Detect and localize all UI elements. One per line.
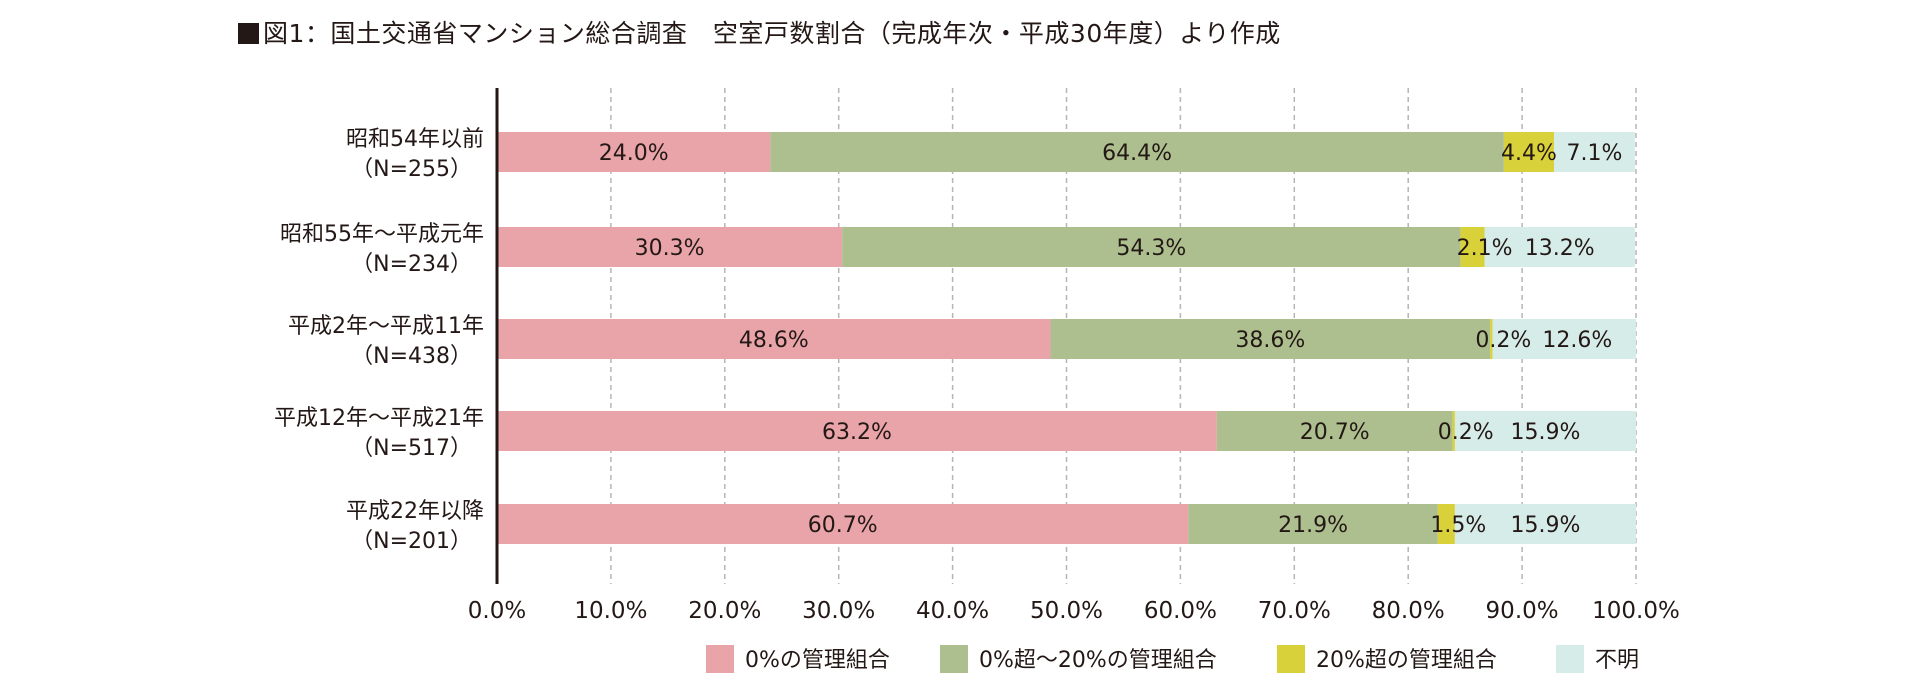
- chart-title-text: 図1：国土交通省マンション総合調査 空室戸数割合（完成年次・平成30年度）より作…: [263, 19, 1281, 48]
- bar-segment: [1454, 504, 1636, 544]
- legend-swatch: [940, 645, 968, 673]
- x-tick-label: 0.0%: [468, 598, 526, 624]
- legend-swatch: [1277, 645, 1305, 673]
- bar-segment: [497, 319, 1051, 359]
- bar-segment: [1452, 411, 1455, 451]
- x-tick-label: 90.0%: [1486, 598, 1559, 624]
- bar-segment: [1484, 227, 1635, 267]
- data-label: 0.2%: [1438, 420, 1494, 445]
- category-label: 昭和55年～平成元年: [280, 222, 484, 247]
- chart-title: 図1：国土交通省マンション総合調査 空室戸数割合（完成年次・平成30年度）より作…: [238, 14, 1281, 50]
- labels: 0.0% 10.0% 20.0% 30.0% 40.0% 50.0% 60.0% 70.0% 8…: [274, 127, 1680, 624]
- data-label: 30.3%: [635, 236, 705, 261]
- legend-entry: 0%超～20%の管理組合: [979, 648, 1217, 673]
- x-tick-label: 40.0%: [916, 598, 989, 624]
- legend: 0%の管理組合 0%超～20%の管理組合 20%超の管理組合 不明: [706, 645, 1639, 673]
- bar-segment: [497, 227, 843, 267]
- data-label: 7.1%: [1566, 141, 1622, 166]
- legend-entry: 0%の管理組合: [745, 648, 890, 673]
- title-square-icon: [238, 23, 259, 44]
- data-label: 12.6%: [1542, 328, 1612, 353]
- data-label: 54.3%: [1116, 236, 1186, 261]
- legend-swatch: [1556, 645, 1584, 673]
- category-sample-size: （N=255）: [351, 157, 472, 182]
- data-label: 15.9%: [1511, 420, 1581, 445]
- x-tick-label: 20.0%: [688, 598, 761, 624]
- bars: [497, 132, 1636, 544]
- category-label: 平成22年以降: [346, 499, 484, 524]
- bar-segment: [1460, 227, 1485, 267]
- bar-segment: [1553, 132, 1635, 172]
- data-label: 60.7%: [808, 513, 878, 538]
- x-tick-label: 50.0%: [1030, 598, 1103, 624]
- data-label: 2.1%: [1457, 236, 1513, 261]
- bar-segment: [497, 411, 1217, 451]
- x-tick-label: 80.0%: [1372, 598, 1445, 624]
- legend-entry: 不明: [1595, 648, 1639, 673]
- category-sample-size: （N=438）: [351, 344, 472, 369]
- x-tick-label: 30.0%: [802, 598, 875, 624]
- data-label: 15.9%: [1511, 513, 1581, 538]
- category-label: 平成2年～平成11年: [288, 314, 484, 339]
- data-label: 20.7%: [1300, 420, 1370, 445]
- bar-segment: [1216, 411, 1453, 451]
- x-tick-label: 60.0%: [1144, 598, 1217, 624]
- bar-segment: [1490, 319, 1493, 359]
- bar-segment: [1437, 504, 1455, 544]
- data-label: 64.4%: [1102, 141, 1172, 166]
- data-label: 48.6%: [739, 328, 809, 353]
- category-sample-size: （N=201）: [351, 529, 472, 554]
- bar-segment: [1188, 504, 1438, 544]
- category-label: 平成12年～平成21年: [274, 406, 484, 431]
- category-sample-size: （N=517）: [351, 436, 472, 461]
- legend-swatch: [706, 645, 734, 673]
- x-tick-label: 100.0%: [1592, 598, 1680, 624]
- legend-entry: 20%超の管理組合: [1316, 648, 1497, 673]
- bar-segment: [1492, 319, 1636, 359]
- data-label: 21.9%: [1278, 513, 1348, 538]
- x-tick-label: 70.0%: [1258, 598, 1331, 624]
- category-sample-size: （N=234）: [351, 252, 472, 277]
- bar-segment: [770, 132, 1504, 172]
- data-label: 4.4%: [1501, 141, 1557, 166]
- bar-segment: [497, 504, 1189, 544]
- data-label: 38.6%: [1235, 328, 1305, 353]
- bar-segment: [497, 132, 771, 172]
- bar-segment: [842, 227, 1461, 267]
- category-label: 昭和54年以前: [346, 127, 484, 152]
- bar-segment: [1050, 319, 1491, 359]
- bar-segment: [1454, 411, 1636, 451]
- data-label: 63.2%: [822, 420, 892, 445]
- data-label: 1.5%: [1430, 513, 1486, 538]
- bar-segment: [1503, 132, 1554, 172]
- data-label: 24.0%: [599, 141, 669, 166]
- data-label: 0.2%: [1475, 328, 1531, 353]
- data-label: 13.2%: [1525, 236, 1595, 261]
- x-tick-label: 10.0%: [574, 598, 647, 624]
